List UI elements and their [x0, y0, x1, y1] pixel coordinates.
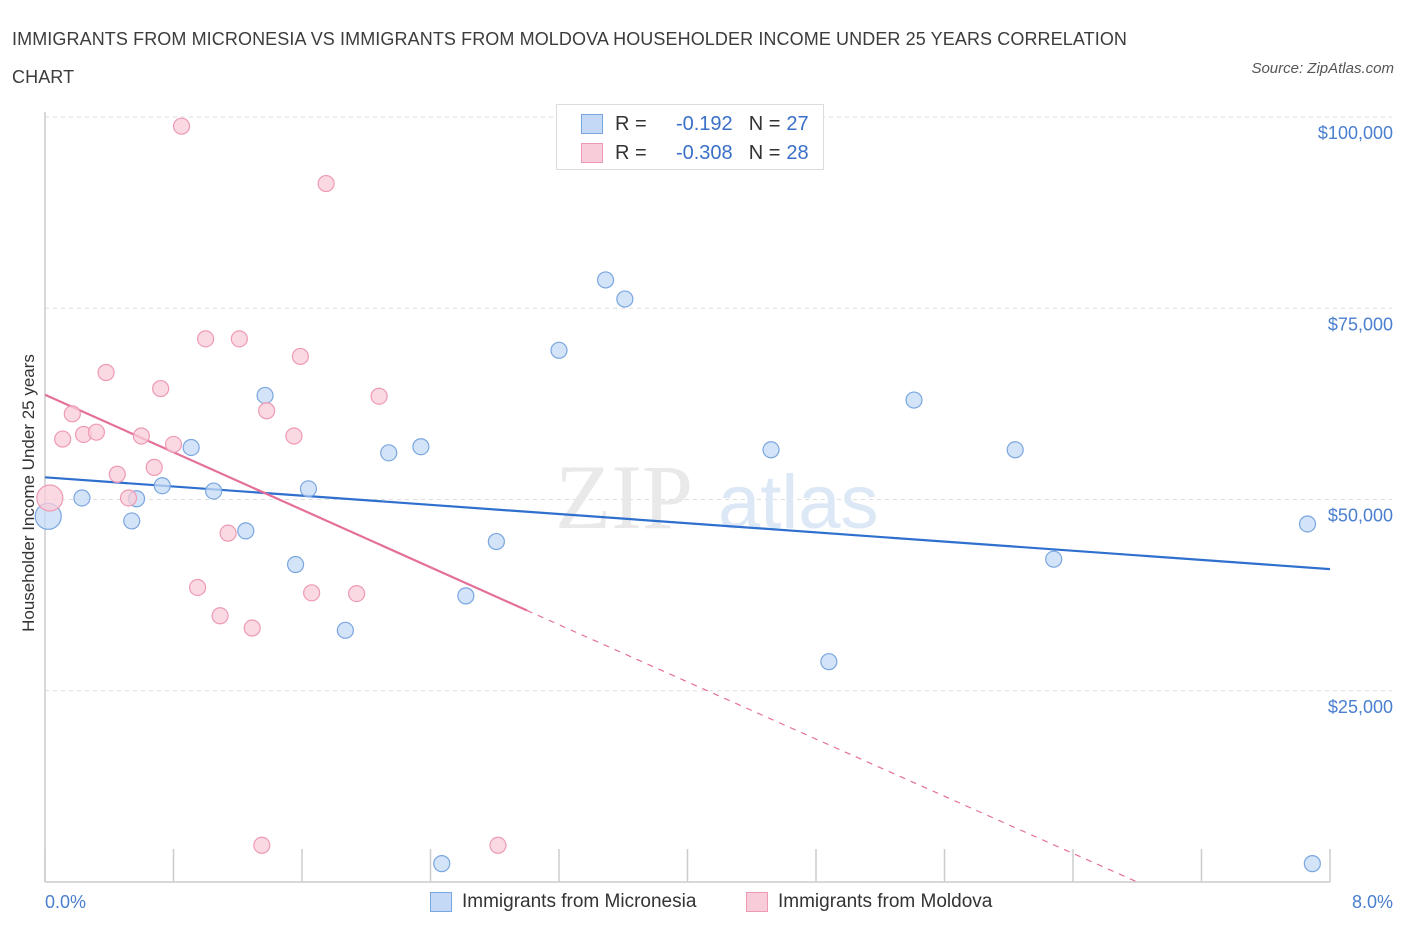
micronesia-point-20 [820, 653, 838, 671]
trend-lines [44, 393, 1331, 883]
micronesia-point-21 [905, 391, 923, 409]
r-value-moldova: -0.308 [675, 141, 733, 164]
micronesia-point-18 [616, 290, 634, 308]
micronesia-legend-swatch [430, 892, 452, 912]
micronesia-point-9 [286, 555, 305, 574]
micronesia-point-26 [1303, 855, 1321, 873]
moldova-legend-label: Immigrants from Moldova [778, 891, 993, 912]
moldova-point-14 [197, 330, 215, 348]
grid-lines [45, 116, 1392, 692]
moldova-point-7 [119, 489, 138, 507]
micronesia-point-13 [412, 438, 430, 456]
moldova-point-20 [285, 427, 303, 445]
micronesia-point-11 [336, 621, 354, 639]
micronesia-point-10 [299, 480, 318, 498]
y-tick-label-75000: $75,000 [1328, 314, 1393, 334]
moldova-point-24 [348, 584, 366, 603]
moldova-point-13 [188, 578, 207, 597]
micronesia-point-16 [550, 341, 568, 359]
moldova-point-25 [370, 387, 388, 405]
micronesia-point-5 [182, 438, 200, 457]
r-value-micronesia: -0.192 [675, 112, 733, 135]
r-label: R = [615, 141, 647, 164]
chart-title: IMMIGRANTS FROM MICRONESIA VS IMMIGRANTS… [12, 29, 1128, 87]
moldova-swatch [581, 143, 603, 163]
legend-row-moldova: R = -0.308 N = 28 [581, 139, 809, 167]
moldova-point-21 [291, 347, 309, 366]
micronesia-point-14 [457, 587, 475, 605]
bottom-legend-moldova: Immigrants from Moldova [746, 888, 992, 916]
x-tick-label-max: 8.0% [1352, 892, 1393, 912]
bottom-legend-micronesia: Immigrants from Micronesia [430, 888, 696, 916]
moldova-point-22 [303, 584, 321, 602]
y-tick-label-50000: $50,000 [1328, 506, 1393, 526]
data-points [34, 117, 1321, 873]
watermark-atlas: atlas [718, 460, 879, 545]
n-label: N = [748, 112, 781, 135]
moldova-point-4 [87, 423, 106, 441]
moldova-point-11 [164, 435, 183, 454]
moldova-point-6 [108, 465, 126, 483]
moldova-point-12 [172, 117, 191, 135]
micronesia-point-22 [1006, 441, 1024, 459]
micronesia-trend-line [44, 476, 1331, 571]
moldova-point-17 [230, 330, 248, 348]
micronesia-point-12 [380, 444, 398, 462]
micronesia-point-23 [1045, 550, 1063, 568]
micronesia-point-8 [256, 386, 274, 405]
source-label: Source: ZipAtlas.com [1251, 60, 1394, 77]
micronesia-point-4 [153, 477, 171, 495]
moldova-point-8 [132, 427, 150, 445]
moldova-point-1 [54, 430, 72, 448]
n-value-moldova: 28 [786, 141, 809, 164]
x-tick-label-min: 0.0% [45, 892, 86, 912]
micronesia-point-15 [487, 532, 505, 551]
legend-row-micronesia: R = -0.192 N = 27 [581, 110, 809, 138]
n-value-micronesia: 27 [786, 112, 809, 135]
micronesia-point-6 [205, 482, 223, 500]
micronesia-point-19 [762, 441, 780, 459]
moldova-point-9 [145, 458, 163, 476]
moldova-point-5 [97, 363, 115, 382]
moldova-point-0 [36, 484, 64, 512]
moldova-trend-extension [526, 609, 1138, 883]
moldova-point-23 [317, 174, 335, 193]
watermark-zip: ZIP [555, 446, 693, 548]
n-label: N = [748, 141, 781, 164]
moldova-point-2 [63, 405, 81, 423]
moldova-legend-swatch [746, 892, 768, 912]
correlation-legend: R = -0.192 N = 27 R = -0.308 N = 28 [556, 104, 824, 170]
micronesia-point-1 [73, 489, 91, 507]
micronesia-point-7 [237, 522, 255, 540]
y-tick-label-100000: $100,000 [1318, 123, 1393, 143]
moldova-point-27 [489, 836, 507, 854]
moldova-point-10 [152, 379, 170, 398]
moldova-point-18 [243, 619, 261, 637]
micronesia-point-24 [1298, 515, 1317, 533]
moldova-point-16 [219, 524, 237, 542]
r-label: R = [615, 112, 647, 135]
tick-labels: $25,000 $50,000 $75,000 $100,000 0.0% 8.0% [45, 123, 1393, 912]
y-tick-label-25000: $25,000 [1328, 697, 1393, 717]
moldova-point-15 [211, 607, 229, 625]
micronesia-point-17 [596, 271, 615, 289]
moldova-point-19 [258, 402, 276, 420]
y-axis-label: Householder Income Under 25 years [19, 354, 38, 632]
micronesia-point-3 [123, 512, 141, 530]
micronesia-legend-label: Immigrants from Micronesia [462, 891, 697, 912]
micronesia-point-25 [433, 855, 451, 873]
moldova-point-26 [253, 836, 271, 854]
micronesia-swatch [581, 114, 603, 134]
moldova-trend-line [44, 393, 528, 612]
